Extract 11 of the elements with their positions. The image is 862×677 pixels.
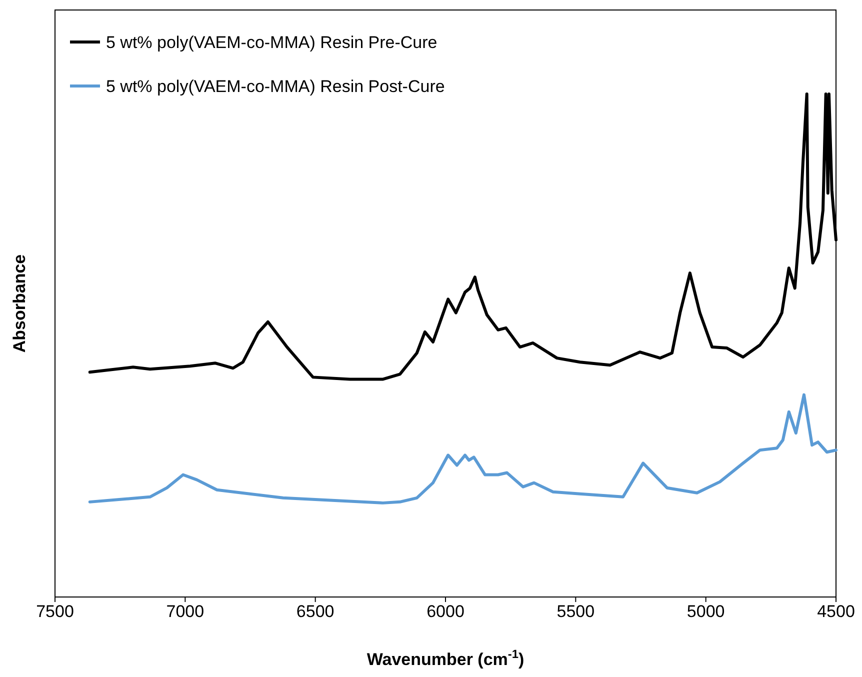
legend-label: 5 wt% poly(VAEM-co-MMA) Resin Pre-Cure [106,32,438,52]
x-tick-label: 7500 [36,602,74,622]
x-tick-label: 6500 [296,602,334,622]
x-tick-label: 5500 [556,602,595,622]
x-tick-label: 6000 [426,602,464,622]
x-axis-title: Wavenumber (cm$^{-1}$) [366,647,524,669]
x-tick-label: 7000 [166,602,204,622]
legend-label: 5 wt% poly(VAEM-co-MMA) Resin Post-Cure [106,76,445,96]
y-axis-title: Absorbance [10,254,29,353]
x-tick-label: 4500 [817,602,855,622]
x-tick-label: 5000 [686,602,725,622]
